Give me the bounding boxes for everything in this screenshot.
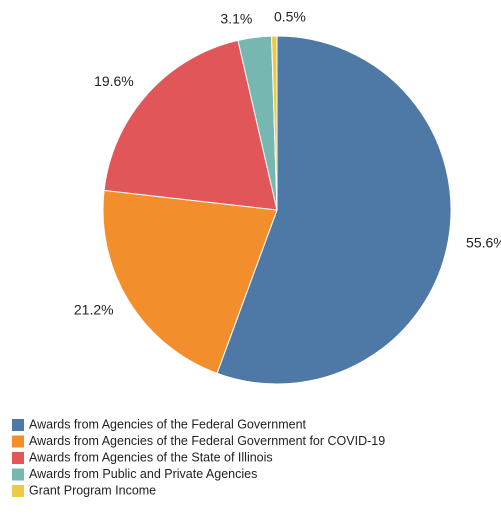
data-label: 55.6% <box>466 234 501 250</box>
legend-swatch <box>12 435 24 448</box>
legend-label: Awards from Agencies of the State of Ill… <box>29 450 273 464</box>
pie-slice <box>216 35 452 385</box>
data-label: 19.6% <box>94 73 134 89</box>
legend-label: Awards from Agencies of the Federal Gove… <box>29 417 307 431</box>
legend-swatch <box>12 485 24 497</box>
data-label: 3.1% <box>220 10 252 26</box>
legend-label: Grant Program Income <box>29 483 156 497</box>
legend-label: Awards from Public and Private Agencies <box>29 467 257 481</box>
pie-slice <box>102 189 278 374</box>
legend-swatch <box>12 419 24 431</box>
data-label: 21.2% <box>74 302 114 318</box>
legend-label: Awards from Agencies of the Federal Gove… <box>29 434 385 448</box>
legend-swatch <box>12 468 24 481</box>
legend-swatch <box>12 452 24 464</box>
pie-slice <box>103 39 278 211</box>
data-label: 0.5% <box>274 9 306 25</box>
pie-slice <box>271 35 278 211</box>
